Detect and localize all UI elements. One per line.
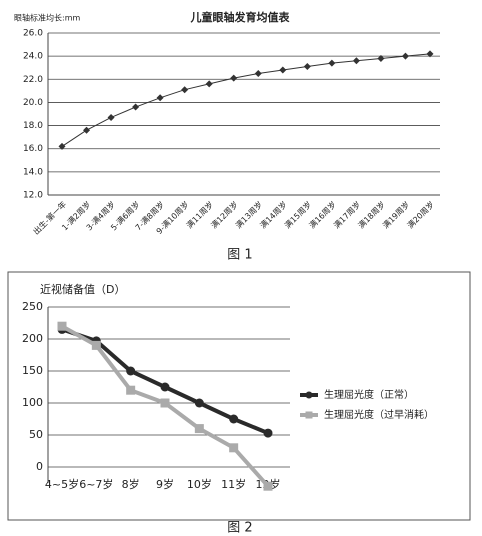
marker: [426, 50, 434, 58]
marker: [328, 59, 336, 67]
y-tick-label: 250: [22, 300, 43, 313]
y-tick-label: 22.0: [23, 75, 43, 85]
marker: [58, 142, 66, 150]
y-tick-label: 20.0: [23, 98, 43, 108]
marker: [401, 52, 409, 60]
x-tick-label: 6~7岁: [79, 477, 113, 491]
marker: [303, 63, 311, 71]
marker: [352, 57, 360, 65]
marker: [156, 94, 164, 102]
y-axis-label: 近视储备值（D）: [40, 282, 125, 296]
x-tick-label: 11岁: [221, 477, 246, 491]
marker: [230, 74, 238, 82]
x-tick-label: 出生-第一年: [31, 199, 68, 236]
chart-title: 儿童眼轴发育均值表: [190, 10, 291, 24]
x-tick-label: 9岁: [156, 477, 174, 491]
marker: [205, 80, 213, 88]
marker: [91, 340, 101, 350]
x-tick-label: 8岁: [122, 477, 140, 491]
marker: [107, 113, 115, 121]
marker: [83, 126, 91, 134]
marker: [377, 54, 385, 62]
marker: [132, 103, 140, 111]
y-tick-label: 0: [36, 460, 43, 473]
caption: 图 1: [227, 248, 252, 263]
marker: [229, 414, 239, 424]
legend-label: 生理屈光度（过早消耗）: [324, 408, 434, 421]
marker: [181, 86, 189, 94]
y-tick-label: 14.0: [23, 167, 43, 177]
marker: [194, 398, 204, 408]
chart-frame: [7, 271, 471, 521]
y-tick-label: 12.0: [23, 191, 43, 201]
marker: [254, 70, 262, 77]
marker: [126, 385, 136, 395]
marker: [279, 66, 287, 74]
y-axis-label: 眼轴标准均长:mm: [14, 13, 80, 23]
marker: [263, 428, 273, 438]
y-tick-label: 200: [22, 332, 43, 345]
marker: [126, 366, 136, 376]
y-tick-label: 24.0: [23, 52, 43, 62]
y-tick-label: 26.0: [23, 29, 43, 39]
marker: [229, 443, 239, 453]
marker: [160, 398, 170, 408]
marker: [305, 391, 313, 399]
y-tick-label: 100: [22, 396, 43, 409]
legend-label: 生理屈光度（正常）: [324, 388, 414, 401]
marker: [194, 424, 204, 434]
y-tick-label: 18.0: [23, 121, 43, 131]
marker: [305, 411, 313, 419]
x-tick-label: 4~5岁: [45, 477, 79, 491]
marker: [57, 321, 67, 331]
x-tick-label: 满20周岁: [405, 199, 436, 230]
marker: [263, 481, 273, 491]
y-tick-label: 16.0: [23, 144, 43, 154]
y-tick-label: 150: [22, 364, 43, 377]
y-tick-label: 50: [29, 428, 43, 441]
x-tick-label: 10岁: [187, 477, 212, 491]
caption: 图 2: [227, 521, 252, 536]
data-line: [61, 53, 431, 147]
marker: [160, 382, 170, 392]
